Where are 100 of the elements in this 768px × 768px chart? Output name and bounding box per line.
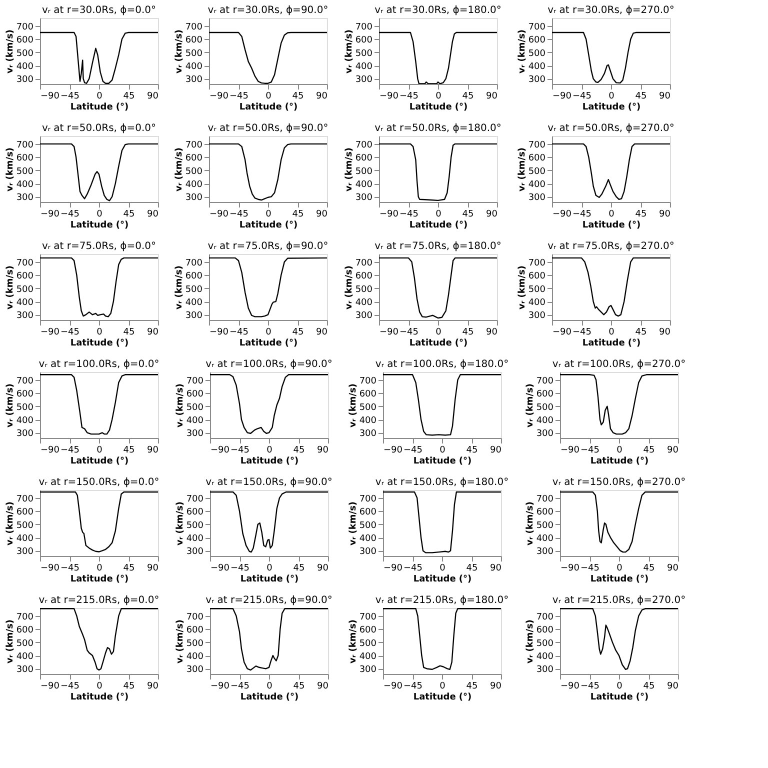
y-tick-label: 400: [16, 62, 34, 72]
y-tick-label: 600: [528, 154, 546, 164]
chart-title: vᵣ at r=100.0Rs, ϕ=270.0°: [552, 359, 686, 370]
y-tick-label: 500: [16, 638, 34, 649]
y-tick-label: 700: [185, 22, 203, 32]
y-tick-label: 700: [16, 612, 34, 622]
y-tick-label: 600: [536, 626, 554, 636]
x-tick-label: 0: [266, 682, 273, 692]
x-tick-label: 0: [436, 210, 442, 220]
y-tick-label: 500: [536, 638, 554, 649]
y-tick-label: 600: [16, 272, 34, 282]
chart-title: vᵣ at r=30.0Rs, ϕ=180.0°: [374, 5, 502, 16]
y-tick-label: 700: [185, 140, 203, 150]
x-tick-label: −90: [560, 682, 580, 692]
x-tick-label: 90: [490, 682, 502, 692]
x-tick-label: 0: [266, 328, 272, 338]
y-tick-label: 300: [528, 193, 546, 204]
x-axis-title: Latitude (°): [240, 456, 299, 466]
x-tick-label: 0: [266, 92, 272, 102]
y-tick-label: 600: [185, 36, 203, 46]
y-tick-label: 400: [355, 62, 373, 72]
x-tick-label: 45: [123, 564, 135, 574]
x-axis-title: Latitude (°): [413, 456, 472, 466]
y-axis-title: vᵣ (km/s): [174, 147, 184, 192]
line-series: [210, 608, 328, 671]
x-tick-label: −45: [230, 92, 248, 102]
y-tick-label: 500: [355, 48, 373, 59]
y-tick-label: 700: [355, 258, 373, 268]
x-tick-label: −45: [400, 92, 418, 102]
y-tick-label: 600: [16, 36, 34, 46]
x-tick-label: −45: [572, 210, 592, 220]
chart-title: vᵣ at r=100.0Rs, ϕ=180.0°: [375, 359, 509, 370]
chart-title: vᵣ at r=150.0Rs, ϕ=270.0°: [552, 477, 686, 488]
y-tick-label: 400: [16, 534, 34, 544]
x-tick-label: 45: [123, 446, 135, 456]
x-tick-label: 0: [608, 92, 615, 102]
x-tick-label: 0: [436, 92, 442, 102]
y-tick-label: 700: [186, 376, 204, 386]
y-tick-label: 500: [185, 48, 203, 59]
y-tick-label: 700: [16, 22, 34, 32]
y-axis-title: vᵣ (km/s): [5, 383, 16, 428]
y-axis-title: vᵣ (km/s): [348, 619, 358, 664]
x-tick-label: −90: [210, 328, 229, 338]
x-axis-title: Latitude (°): [582, 102, 641, 112]
chart-title: vᵣ at r=215.0Rs, ϕ=90.0°: [206, 595, 332, 606]
y-tick-label: 500: [355, 166, 373, 177]
x-tick-label: −90: [40, 210, 60, 220]
line-series: [383, 374, 501, 436]
y-tick-label: 300: [186, 665, 204, 676]
y-tick-label: 400: [528, 180, 546, 190]
y-axis-title: vᵣ (km/s): [344, 265, 354, 310]
y-tick-label: 600: [355, 36, 373, 46]
x-tick-label: 0: [96, 92, 103, 102]
y-tick-label: 300: [528, 75, 546, 86]
y-tick-label: 700: [16, 494, 34, 504]
line-series: [40, 608, 158, 671]
x-tick-label: 0: [616, 564, 623, 574]
y-tick-label: 400: [528, 62, 546, 72]
y-tick-label: 300: [536, 665, 554, 676]
y-tick-label: 500: [359, 402, 377, 413]
x-tick-label: −45: [400, 328, 418, 338]
x-tick-label: 90: [316, 328, 328, 338]
x-tick-label: −90: [40, 446, 60, 456]
y-tick-label: 500: [536, 402, 554, 413]
y-tick-label: 600: [359, 390, 377, 400]
line-series: [560, 374, 678, 435]
chart-title: vᵣ at r=75.0Rs, ϕ=270.0°: [548, 241, 674, 252]
y-tick-label: 300: [16, 547, 34, 558]
y-axis-title: vᵣ (km/s): [174, 265, 184, 310]
y-tick-label: 400: [16, 180, 34, 190]
x-tick-label: 45: [123, 92, 135, 102]
line-series: [560, 608, 678, 670]
chart-title: vᵣ at r=50.0Rs, ϕ=180.0°: [374, 123, 502, 134]
y-tick-label: 700: [16, 140, 34, 150]
y-tick-label: 600: [186, 626, 204, 636]
x-tick-label: −90: [40, 328, 60, 338]
y-tick-label: 600: [528, 36, 546, 46]
y-tick-label: 600: [16, 626, 34, 636]
y-tick-label: 400: [16, 298, 34, 308]
x-tick-label: −45: [60, 328, 80, 338]
x-tick-label: 45: [293, 564, 305, 574]
y-tick-label: 400: [185, 180, 203, 190]
y-tick-label: 700: [528, 140, 546, 150]
y-tick-label: 500: [16, 284, 34, 295]
x-tick-label: −45: [404, 682, 422, 692]
y-tick-label: 400: [536, 534, 554, 544]
y-tick-label: 700: [359, 494, 377, 504]
y-tick-label: 400: [185, 62, 203, 72]
y-axis-title: vᵣ (km/s): [5, 147, 16, 192]
y-tick-label: 500: [528, 166, 546, 177]
y-tick-label: 500: [186, 520, 204, 531]
y-tick-label: 600: [16, 154, 34, 164]
chart-title: vᵣ at r=150.0Rs, ϕ=90.0°: [206, 477, 332, 488]
x-tick-label: 45: [292, 210, 304, 220]
y-tick-label: 500: [528, 48, 546, 59]
x-tick-label: −45: [230, 682, 250, 692]
x-tick-label: −90: [384, 682, 403, 692]
x-tick-label: 90: [659, 328, 671, 338]
y-tick-label: 300: [359, 429, 377, 440]
x-tick-label: −90: [560, 564, 580, 574]
